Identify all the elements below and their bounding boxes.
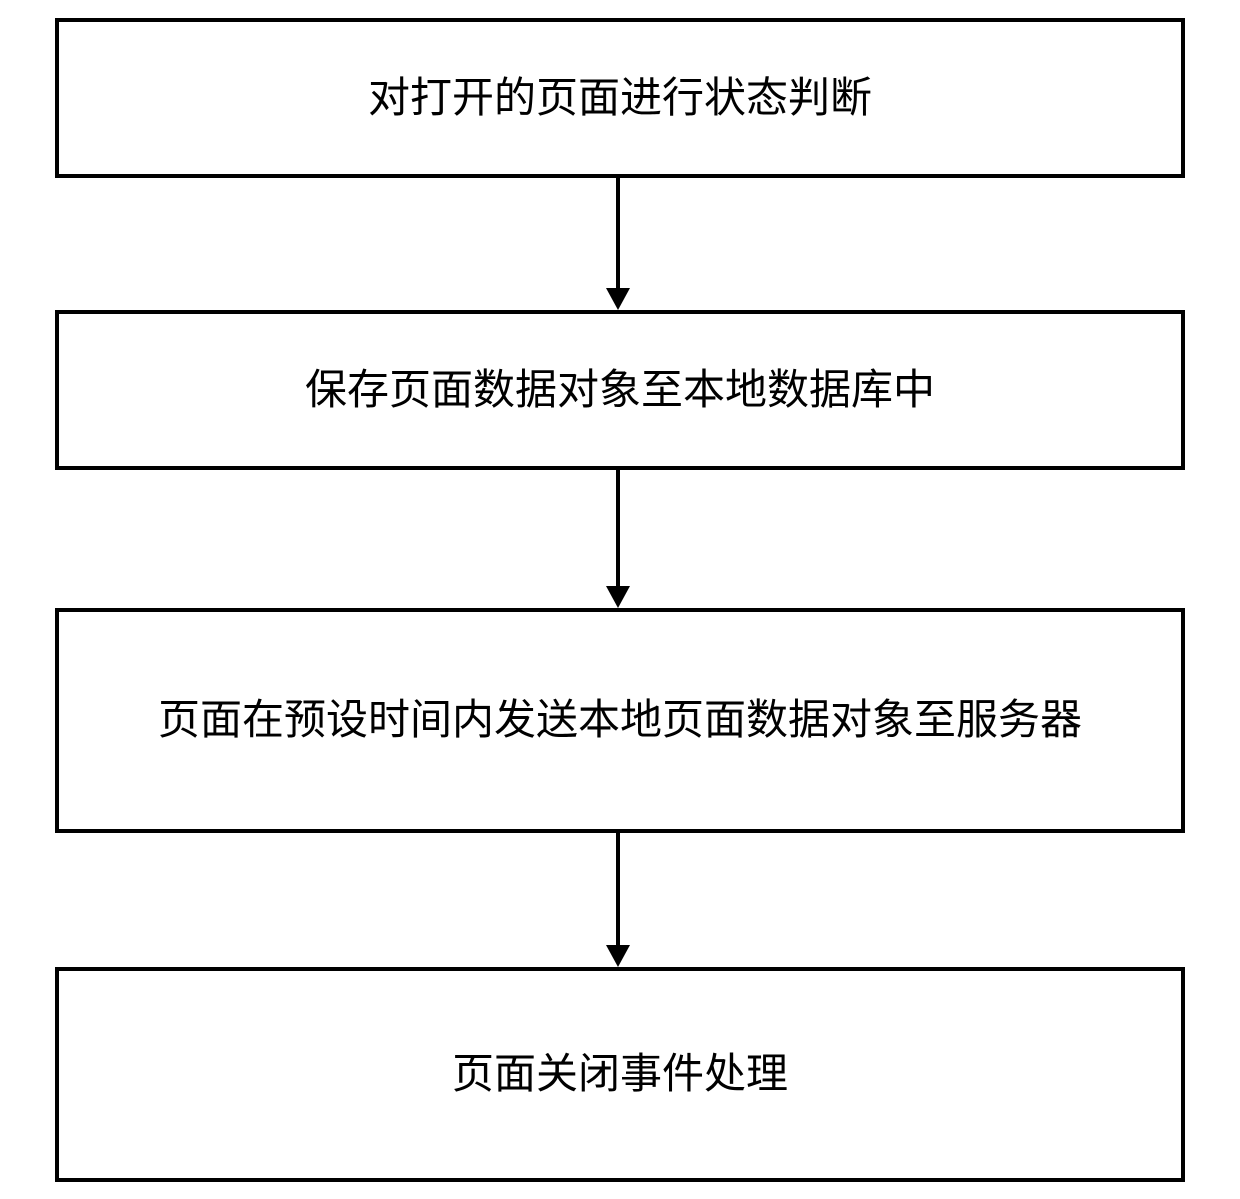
flowchart-node-2: 保存页面数据对象至本地数据库中 (55, 310, 1185, 470)
flowchart-node-3: 页面在预设时间内发送本地页面数据对象至服务器 (55, 608, 1185, 833)
flowchart-node-4: 页面关闭事件处理 (55, 967, 1185, 1182)
flowchart-container: 对打开的页面进行状态判断 保存页面数据对象至本地数据库中 页面在预设时间内发送本… (0, 0, 1240, 1199)
arrow-head-3 (606, 945, 630, 967)
flowchart-node-1: 对打开的页面进行状态判断 (55, 18, 1185, 178)
node-4-label: 页面关闭事件处理 (452, 1049, 788, 1099)
arrow-head-2 (606, 586, 630, 608)
arrow-line-1 (616, 178, 620, 288)
arrow-line-3 (616, 833, 620, 945)
arrow-line-2 (616, 470, 620, 586)
node-1-label: 对打开的页面进行状态判断 (368, 73, 872, 123)
arrow-head-1 (606, 288, 630, 310)
node-2-label: 保存页面数据对象至本地数据库中 (305, 365, 935, 415)
node-3-label: 页面在预设时间内发送本地页面数据对象至服务器 (158, 695, 1082, 745)
